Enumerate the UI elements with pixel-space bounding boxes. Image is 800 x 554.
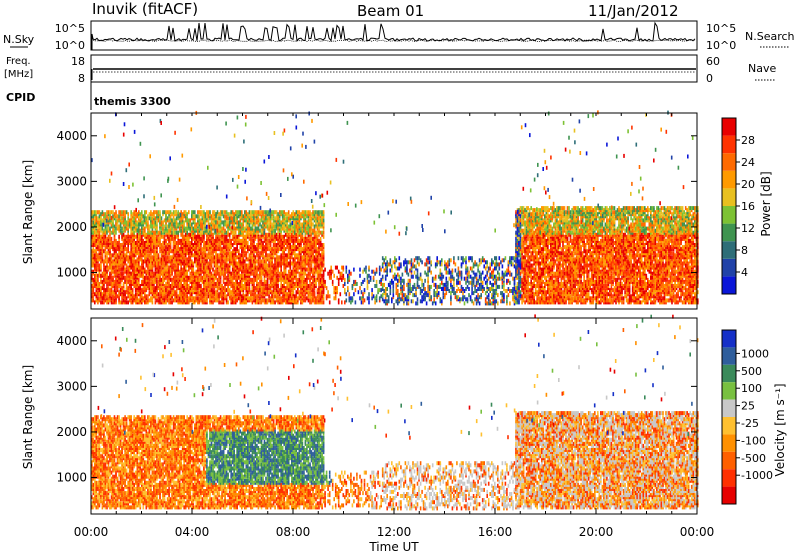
power-cbar-swatch: [722, 170, 736, 189]
beam-title: Beam 01: [357, 2, 424, 20]
cpid-value: themis 3300: [94, 95, 171, 108]
power-cbar-swatch: [722, 258, 736, 277]
power-cbar-swatch: [722, 135, 736, 154]
ytick-label: 4000: [56, 129, 87, 143]
velocity-panel: 1000 2000 3000 4000 Slant Range [km] 1000 50…: [21, 314, 787, 515]
freq-label-top: Freq.: [6, 56, 31, 67]
velocity-cbar-tick: -25: [741, 417, 759, 430]
velocity-cbar-swatch: [722, 469, 736, 487]
power-cbar-tick: 20: [741, 178, 755, 191]
freq-tick-bottom: 8: [78, 72, 85, 85]
power-cbar-tick: 16: [741, 200, 755, 213]
power-cbar-swatch: [722, 153, 736, 171]
ytick-label: 3000: [56, 174, 87, 188]
velocity-cbar-label: Velocity [m s⁻¹]: [773, 383, 787, 476]
ytick-label: 4000: [56, 334, 87, 348]
xtick-label: 16:00: [478, 525, 513, 539]
velocity-cbar-tick: 500: [741, 365, 762, 378]
nsearch-label: N.Search: [745, 30, 795, 43]
station-title: Inuvik (fitACF): [92, 0, 198, 18]
power-cbar-tick: 24: [741, 156, 755, 169]
velocity-cbar-swatch: [722, 417, 736, 435]
xtick-label: 00:00: [680, 525, 715, 539]
xtick-label: 00:00: [74, 525, 109, 539]
velocity-cbar-tick: 1000: [741, 347, 769, 360]
power-cbar-swatch: [722, 206, 736, 224]
power-ylabel: Slant Range [km]: [21, 160, 35, 264]
velocity-cbar-swatch: [722, 399, 736, 417]
power-cbar-swatch: [722, 276, 736, 294]
cpid-panel: CPID themis 3300: [6, 82, 171, 110]
nsearch-tick-top: 10^5: [706, 22, 736, 35]
power-cbar-tick: 4: [741, 266, 748, 279]
power-panel: 1000 2000 3000 4000 Slant Range [km] 4 8 12 16…: [21, 110, 773, 310]
freq-label-bottom: [MHz]: [4, 69, 33, 80]
ytick-label: 2000: [56, 220, 87, 234]
power-cbar-swatch: [722, 223, 736, 242]
velocity-cbar-tick: -1000: [741, 469, 773, 482]
velocity-ylabel: Slant Range [km]: [21, 365, 35, 469]
xtick-label: 20:00: [579, 525, 614, 539]
velocity-cbar-swatch: [722, 434, 736, 452]
velocity-cbar-swatch: [722, 347, 736, 365]
velocity-cbar-tick: -500: [741, 452, 766, 465]
velocity-cbar-tick: -100: [741, 434, 766, 447]
xtick-label: 04:00: [175, 525, 210, 539]
ytick-label: 3000: [56, 379, 87, 393]
power-cbar-tick: 28: [741, 134, 755, 147]
ytick-label: 1000: [56, 266, 87, 280]
velocity-cbar-swatch: [722, 451, 736, 470]
xtick-label: 12:00: [377, 525, 412, 539]
power-cbar-tick: 8: [741, 244, 748, 257]
nave-tick-top: 60: [706, 55, 720, 68]
nave-label: Nave: [748, 62, 776, 75]
nsearch-tick-bottom: 10^0: [706, 39, 736, 52]
power-cbar-label: Power [dB]: [759, 171, 773, 236]
velocity-cbar-swatch: [722, 364, 736, 383]
power-cbar-swatch: [722, 118, 736, 136]
velocity-cbar-swatch: [722, 382, 736, 400]
time-axis: 00:00 04:00 08:00 12:00 16:00 20:00 00:00: [74, 113, 715, 539]
power-cbar-swatch: [722, 241, 736, 259]
nsky-label: N.Sky: [3, 33, 35, 46]
velocity-cbar-tick: 25: [741, 400, 755, 413]
ytick-label: 1000: [56, 471, 87, 485]
date-title: 11/Jan/2012: [588, 2, 679, 20]
xtick-label: 08:00: [276, 525, 311, 539]
cpid-label: CPID: [6, 91, 35, 104]
velocity-cbar-tick: 100: [741, 382, 762, 395]
nsky-tick-bottom: 10^0: [55, 39, 85, 52]
freq-panel: 18 8 60 0 Freq. [MHz] Nave: [4, 54, 776, 85]
nsky-tick-top: 10^5: [55, 22, 85, 35]
nave-tick-bottom: 0: [706, 72, 713, 85]
freq-tick-top: 18: [71, 55, 85, 68]
power-cbar-swatch: [722, 188, 736, 206]
ytick-label: 2000: [56, 425, 87, 439]
velocity-cbar-swatch: [722, 486, 736, 504]
nsky-panel: 10^5 10^0 10^5 10^0 N.Sky N.Search: [3, 20, 795, 52]
velocity-cbar-swatch: [722, 330, 736, 348]
power-cbar-tick: 12: [741, 222, 755, 235]
time-axis-label: Time UT: [368, 540, 419, 554]
